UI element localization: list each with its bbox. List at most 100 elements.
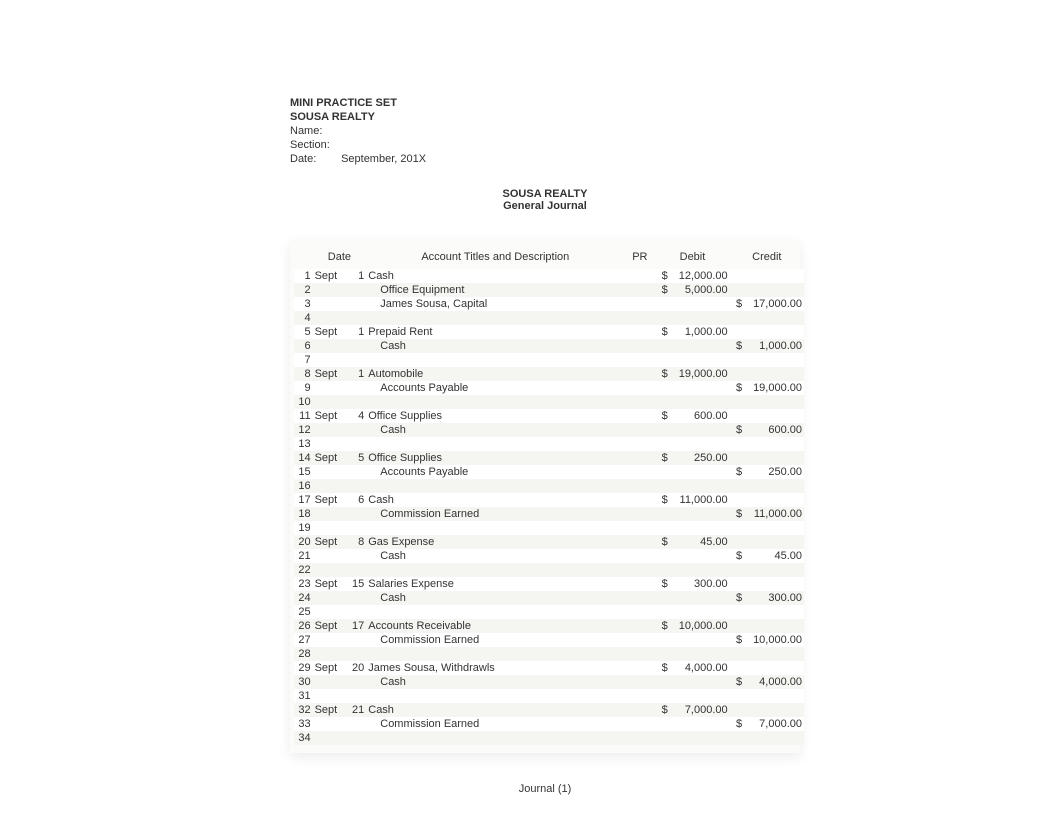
header-line1: MINI PRACTICE SET — [290, 96, 800, 110]
row-index: 11 — [294, 409, 313, 423]
row-index: 25 — [294, 605, 313, 619]
table-row: 29Sept20James Sousa, Withdrawls$4,000.00 — [294, 661, 804, 675]
table-row: 22 — [294, 563, 804, 577]
row-month: Sept — [313, 325, 344, 339]
row-month: Sept — [313, 535, 344, 549]
row-desc — [366, 521, 624, 535]
row-month — [313, 731, 344, 745]
debit-value — [670, 549, 730, 563]
row-desc — [366, 311, 624, 325]
credit-symbol: $ — [730, 381, 744, 395]
credit-symbol — [730, 409, 744, 423]
credit-symbol: $ — [730, 633, 744, 647]
row-month — [313, 507, 344, 521]
row-desc: Accounts Receivable — [366, 619, 624, 633]
row-index: 33 — [294, 717, 313, 731]
credit-symbol — [730, 311, 744, 325]
credit-symbol: $ — [730, 507, 744, 521]
row-month — [313, 297, 344, 311]
table-row: 25 — [294, 605, 804, 619]
debit-symbol: $ — [655, 619, 669, 633]
debit-symbol — [655, 311, 669, 325]
credit-value — [744, 367, 804, 381]
debit-symbol: $ — [655, 703, 669, 717]
debit-value — [670, 353, 730, 367]
table-row: 16 — [294, 479, 804, 493]
credit-value: 45.00 — [744, 549, 804, 563]
row-pr — [624, 507, 655, 521]
table-row: 4 — [294, 311, 804, 325]
debit-symbol — [655, 717, 669, 731]
credit-symbol: $ — [730, 339, 744, 353]
debit-value: 45.00 — [670, 535, 730, 549]
table-row: 28 — [294, 647, 804, 661]
row-pr — [624, 451, 655, 465]
row-month — [313, 283, 344, 297]
table-row: 2Office Equipment$5,000.00 — [294, 283, 804, 297]
table-row: 27Commission Earned$10,000.00 — [294, 633, 804, 647]
credit-value: 600.00 — [744, 423, 804, 437]
row-desc: Cash — [366, 591, 624, 605]
table-row: 21Cash$45.00 — [294, 549, 804, 563]
debit-symbol: $ — [655, 367, 669, 381]
debit-value — [670, 479, 730, 493]
debit-value — [670, 381, 730, 395]
credit-symbol — [730, 451, 744, 465]
credit-value — [744, 535, 804, 549]
header-line2: SOUSA REALTY — [290, 110, 800, 124]
row-pr — [624, 297, 655, 311]
debit-value — [670, 297, 730, 311]
credit-value — [744, 479, 804, 493]
row-desc: Accounts Payable — [366, 381, 624, 395]
debit-value: 1,000.00 — [670, 325, 730, 339]
header-date-label: Date: — [290, 152, 338, 166]
row-day: 4 — [344, 409, 367, 423]
row-month — [313, 521, 344, 535]
row-month: Sept — [313, 409, 344, 423]
debit-value — [670, 563, 730, 577]
debit-value — [670, 339, 730, 353]
row-day — [344, 353, 367, 367]
row-desc — [366, 353, 624, 367]
row-pr — [624, 731, 655, 745]
debit-value: 12,000.00 — [670, 269, 730, 283]
row-index: 9 — [294, 381, 313, 395]
row-pr — [624, 367, 655, 381]
row-pr — [624, 717, 655, 731]
debit-symbol — [655, 563, 669, 577]
credit-value — [744, 647, 804, 661]
row-index: 13 — [294, 437, 313, 451]
debit-value — [670, 591, 730, 605]
debit-value — [670, 423, 730, 437]
row-pr — [624, 661, 655, 675]
credit-value — [744, 269, 804, 283]
row-pr — [624, 269, 655, 283]
row-desc: Cash — [366, 269, 624, 283]
row-pr — [624, 479, 655, 493]
credit-value: 10,000.00 — [744, 633, 804, 647]
row-month — [313, 633, 344, 647]
table-row: 8Sept1Automobile$19,000.00 — [294, 367, 804, 381]
credit-value: 300.00 — [744, 591, 804, 605]
row-day — [344, 381, 367, 395]
row-desc: Cash — [366, 423, 624, 437]
row-month — [313, 353, 344, 367]
credit-value — [744, 283, 804, 297]
debit-value: 19,000.00 — [670, 367, 730, 381]
debit-symbol — [655, 605, 669, 619]
table-row: 34 — [294, 731, 804, 745]
row-desc: Cash — [366, 549, 624, 563]
credit-value — [744, 521, 804, 535]
row-desc — [366, 731, 624, 745]
row-day — [344, 297, 367, 311]
row-month: Sept — [313, 367, 344, 381]
col-debit: Debit — [655, 248, 729, 269]
debit-symbol — [655, 591, 669, 605]
row-month: Sept — [313, 703, 344, 717]
debit-symbol — [655, 353, 669, 367]
row-index: 30 — [294, 675, 313, 689]
credit-symbol — [730, 563, 744, 577]
row-index: 28 — [294, 647, 313, 661]
row-pr — [624, 591, 655, 605]
row-pr — [624, 353, 655, 367]
